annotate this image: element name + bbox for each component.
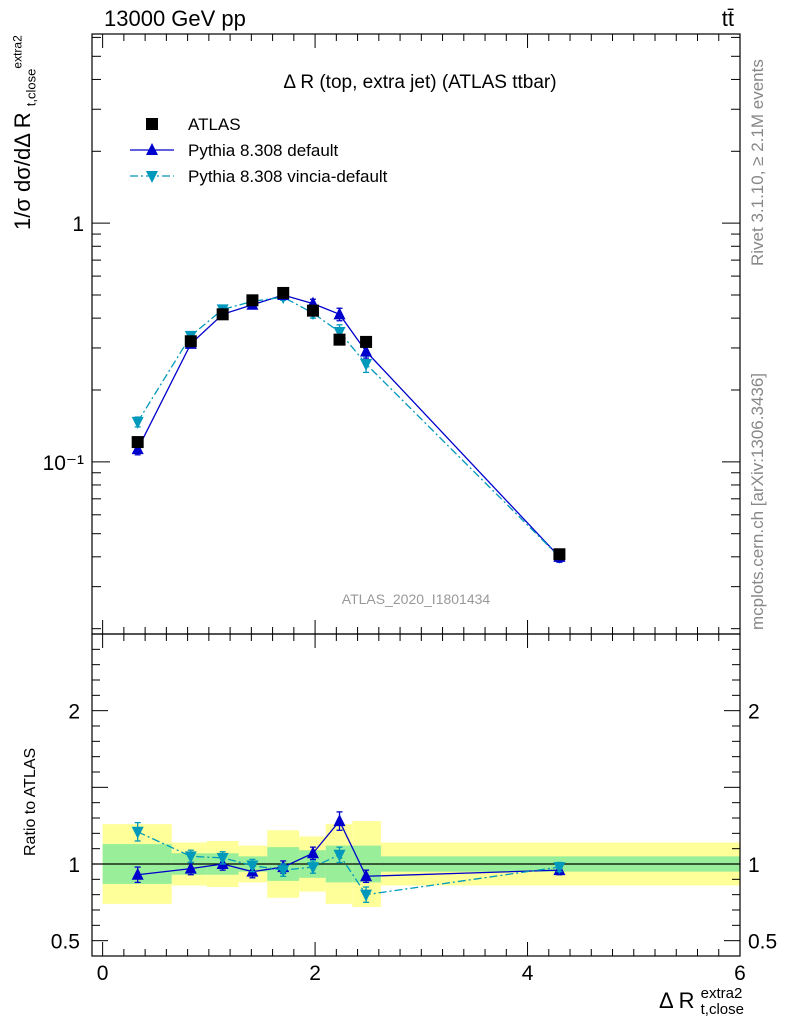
ratio-series-1-point-0 xyxy=(131,826,144,839)
main-series-0-point-6 xyxy=(333,333,346,346)
ratio-y-tick-label-right: 0.5 xyxy=(748,931,777,954)
ratio-series-1-point-1 xyxy=(184,851,197,864)
x-axis-label-scripts: extra2 t,close xyxy=(701,986,744,1018)
main-series-0-point-5 xyxy=(306,304,319,317)
x-tick-label: 0 xyxy=(97,962,109,985)
ratio-y-tick-label-right: 2 xyxy=(748,701,760,724)
main-series-0-point-1 xyxy=(184,335,197,348)
x-tick-label: 2 xyxy=(309,962,321,985)
legend-marker-2 xyxy=(146,171,158,183)
main-series-0-point-2 xyxy=(216,308,229,321)
main-series-1-point-6 xyxy=(333,307,346,320)
ratio-series-0-point-7 xyxy=(360,869,373,882)
ratio-series-1-point-7 xyxy=(360,889,373,902)
ratio-series-1-line xyxy=(137,831,560,896)
x-axis-label-main: Δ R xyxy=(659,987,695,1013)
main-series-2-line xyxy=(137,296,560,558)
main-series-1-line xyxy=(137,294,560,558)
x-tick-label: 4 xyxy=(522,962,534,985)
process-label: tt̄ xyxy=(721,6,734,31)
main-series-1-point-7 xyxy=(360,344,373,357)
ratio-y-tick-label: 2 xyxy=(68,701,80,724)
ratio-y-tick-label-right: 1 xyxy=(748,854,760,877)
ratio-y-tick-label: 1 xyxy=(68,854,80,877)
ratio-series-0-point-6 xyxy=(333,814,346,827)
main-series-2-point-0 xyxy=(131,416,144,429)
x-tick-label: 6 xyxy=(734,962,746,985)
x-axis-label-sup: extra2 xyxy=(700,985,743,1002)
main-series-2-point-6 xyxy=(333,326,346,339)
x-axis-label-sub: t,close xyxy=(700,1001,744,1018)
ratio-y-tick-label: 0.5 xyxy=(51,931,80,954)
ratio-series-1-point-4 xyxy=(277,865,290,878)
legend-marker-0 xyxy=(146,118,158,130)
ratio-series-0-point-5 xyxy=(306,846,319,859)
legend-label-1: Pythia 8.308 default xyxy=(188,141,339,160)
ratio-series-1-point-2 xyxy=(216,852,229,865)
energy-label: 13000 GeV pp xyxy=(104,6,246,31)
ratio-frame xyxy=(91,633,741,957)
legend-label-0: ATLAS xyxy=(188,115,241,134)
main-series-2-point-7 xyxy=(360,358,373,371)
ratio-series-1-point-3 xyxy=(246,860,259,873)
legend-label-2: Pythia 8.308 vincia-default xyxy=(188,167,388,186)
legend-marker-1 xyxy=(146,143,158,155)
main-series-0-point-7 xyxy=(360,335,373,348)
ratio-series-1-point-8 xyxy=(553,862,566,875)
main-series-0-point-8 xyxy=(553,548,566,561)
plot-title: Δ R (top, extra jet) (ATLAS ttbar) xyxy=(283,72,556,93)
main-series-0-point-0 xyxy=(131,436,144,449)
ratio-series-1-point-5 xyxy=(306,862,319,875)
ratio-series-0-point-1 xyxy=(184,861,197,874)
main-series-0-point-3 xyxy=(246,294,259,307)
ratio-series-0-point-0 xyxy=(131,867,144,880)
ratio-series-1-point-6 xyxy=(333,849,346,862)
analysis-label: ATLAS_2020_I1801434 xyxy=(342,591,491,607)
main-y-tick-label: 10⁻¹ xyxy=(43,452,84,475)
main-series-0-point-4 xyxy=(277,286,290,299)
main-y-tick-label: 1 xyxy=(72,213,84,236)
x-axis-label: Δ R extra2 t,close xyxy=(659,986,744,1018)
main-series-1-point-0 xyxy=(131,442,144,455)
